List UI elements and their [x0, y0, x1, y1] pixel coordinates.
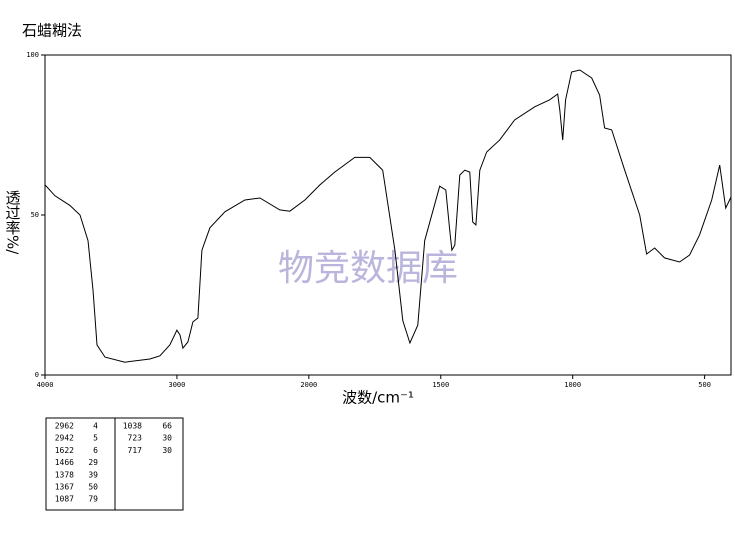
peak-wavenumber: 723: [128, 434, 143, 443]
x-tick-label: 2000: [300, 381, 317, 389]
x-axis-label: 波数/cm⁻¹: [342, 389, 414, 407]
peak-transmittance: 30: [162, 446, 172, 455]
peak-transmittance: 79: [88, 495, 98, 504]
x-tick-label: 1500: [432, 381, 449, 389]
peak-transmittance: 6: [93, 446, 98, 455]
peak-wavenumber: 1087: [55, 495, 74, 504]
y-tick-label: 50: [31, 211, 39, 219]
x-tick-label: 500: [698, 381, 711, 389]
x-tick-label: 1000: [564, 381, 581, 389]
peak-transmittance: 50: [88, 483, 98, 492]
x-tick-label: 3000: [168, 381, 185, 389]
peak-wavenumber: 1367: [55, 483, 74, 492]
peak-wavenumber: 2942: [55, 434, 74, 443]
peak-wavenumber: 1622: [55, 446, 74, 455]
peak-transmittance: 30: [162, 434, 172, 443]
plot-frame: [44, 54, 732, 376]
peak-transmittance: 66: [162, 422, 172, 431]
peak-wavenumber: 1378: [55, 470, 74, 479]
peak-wavenumber: 717: [128, 446, 143, 455]
y-tick-label: 100: [26, 51, 39, 59]
y-tick-label: 0: [35, 371, 39, 379]
peak-transmittance: 4: [93, 422, 98, 431]
spectrum-line: [44, 69, 732, 363]
peak-wavenumber: 2962: [55, 422, 74, 431]
peak-transmittance: 5: [93, 434, 98, 443]
peak-wavenumber: 1038: [123, 422, 142, 431]
peak-wavenumber: 1466: [55, 458, 74, 467]
peak-transmittance: 29: [88, 458, 98, 467]
watermark: 物竞数据库: [278, 248, 458, 289]
y-axis-label: 透过率%/: [4, 190, 22, 255]
x-tick-label: 4000: [37, 381, 54, 389]
chart-title: 石蜡糊法: [22, 22, 82, 40]
peak-transmittance: 39: [88, 470, 98, 479]
